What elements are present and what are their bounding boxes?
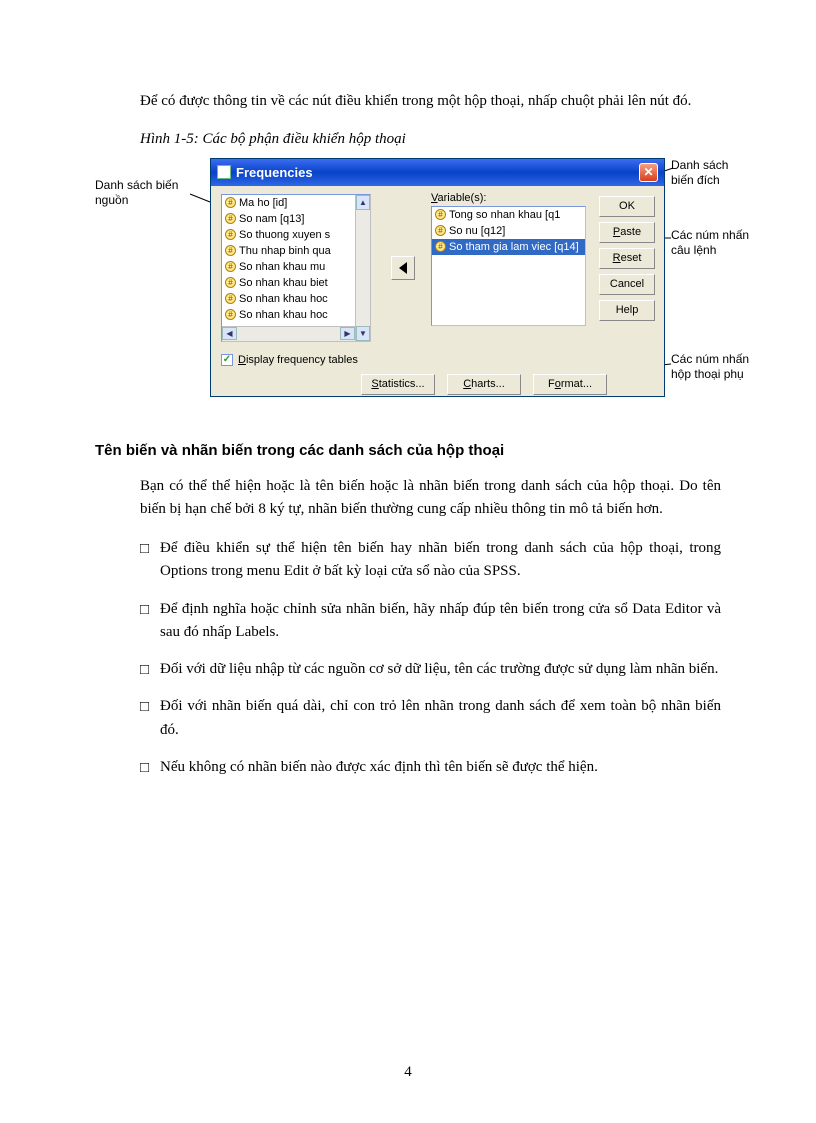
frequencies-dialog: Frequencies ✕ Ma ho [id] So nam [q13] So… <box>210 158 665 397</box>
annot-cmd: Các núm nhấn câu lệnh <box>671 228 751 258</box>
annot-source: Danh sách biến nguồn <box>95 178 200 208</box>
cancel-button[interactable]: Cancel <box>599 274 655 295</box>
bullet-item: □Đối với nhãn biến quá dài, chỉ con trỏ … <box>140 695 721 742</box>
bullet-item: □Để điều khiển sự thể hiện tên biến hay … <box>140 537 721 584</box>
bullet-item: □Nếu không có nhãn biến nào được xác địn… <box>140 756 721 779</box>
variable-icon <box>225 309 236 320</box>
charts-button[interactable]: Charts... <box>447 374 521 395</box>
bullet-item: □Để định nghĩa hoặc chỉnh sửa nhãn biến,… <box>140 598 721 645</box>
dialog-titlebar: Frequencies ✕ <box>211 159 664 186</box>
close-icon[interactable]: ✕ <box>639 163 658 182</box>
section-heading: Tên biến và nhãn biến trong các danh sác… <box>95 442 721 459</box>
dest-variable-list[interactable]: Tong so nhan khau [q1 So nu [q12] So tha… <box>431 206 586 326</box>
source-variable-list[interactable]: Ma ho [id] So nam [q13] So thuong xuyen … <box>221 194 371 342</box>
scroll-down-icon[interactable]: ▼ <box>356 326 370 341</box>
figure-area: Danh sách biến nguồn Danh sách biến đích… <box>95 154 721 414</box>
variable-icon <box>225 229 236 240</box>
list-item[interactable]: Tong so nhan khau [q1 <box>449 209 560 221</box>
move-variable-button[interactable] <box>391 256 415 280</box>
list-item[interactable]: So nu [q12] <box>449 225 505 237</box>
list-item[interactable]: So tham gia lam viec [q14] <box>449 241 579 253</box>
list-item[interactable]: So nhan khau mu <box>239 261 325 273</box>
variable-icon <box>225 213 236 224</box>
list-item[interactable]: So nam [q13] <box>239 213 304 225</box>
bullet-item: □Đối với dữ liệu nhập từ các nguồn cơ sở… <box>140 658 721 681</box>
checkbox-label: Display frequency tables <box>238 354 358 366</box>
annot-sub: Các núm nhấn hộp thoại phụ <box>671 352 751 382</box>
variable-icon <box>435 225 446 236</box>
list-item[interactable]: Thu nhap binh qua <box>239 245 331 257</box>
paste-button[interactable]: Paste <box>599 222 655 243</box>
variables-label: Variable(s): <box>431 192 486 204</box>
list-item[interactable]: So nhan khau hoc <box>239 293 328 305</box>
intro-paragraph: Để có được thông tin về các nút điều khi… <box>140 90 721 113</box>
dialog-title: Frequencies <box>236 165 313 180</box>
scroll-up-icon[interactable]: ▲ <box>356 195 370 210</box>
variable-icon <box>225 245 236 256</box>
variable-icon <box>225 277 236 288</box>
checkbox-icon[interactable]: ✓ <box>221 354 233 366</box>
scrollbar-vertical[interactable]: ▲ ▼ <box>355 195 370 341</box>
list-item[interactable]: Ma ho [id] <box>239 197 287 209</box>
ok-button[interactable]: OK <box>599 196 655 217</box>
statistics-button[interactable]: Statistics... <box>361 374 435 395</box>
body-paragraph: Bạn có thể thể hiện hoặc là tên biến hoặ… <box>140 475 721 522</box>
list-item[interactable]: So thuong xuyen s <box>239 229 330 241</box>
scroll-right-icon[interactable]: ▶ <box>340 327 355 340</box>
variable-icon <box>225 197 236 208</box>
format-button[interactable]: Format... <box>533 374 607 395</box>
reset-button[interactable]: Reset <box>599 248 655 269</box>
variable-icon <box>225 261 236 272</box>
scrollbar-horizontal[interactable]: ◀ ▶ <box>222 326 355 341</box>
display-freq-checkbox-row[interactable]: ✓ Display frequency tables <box>221 354 358 366</box>
window-icon <box>217 165 231 179</box>
page-number: 4 <box>0 1064 816 1081</box>
annot-dest: Danh sách biến đích <box>671 158 751 188</box>
figure-caption: Hình 1-5: Các bộ phận điều khiển hộp tho… <box>140 131 721 148</box>
variable-icon <box>435 209 446 220</box>
variable-icon <box>225 293 236 304</box>
list-item[interactable]: So nhan khau biet <box>239 277 328 289</box>
variable-icon <box>435 241 446 252</box>
scroll-left-icon[interactable]: ◀ <box>222 327 237 340</box>
help-button[interactable]: Help <box>599 300 655 321</box>
list-item[interactable]: So nhan khau hoc <box>239 309 328 321</box>
